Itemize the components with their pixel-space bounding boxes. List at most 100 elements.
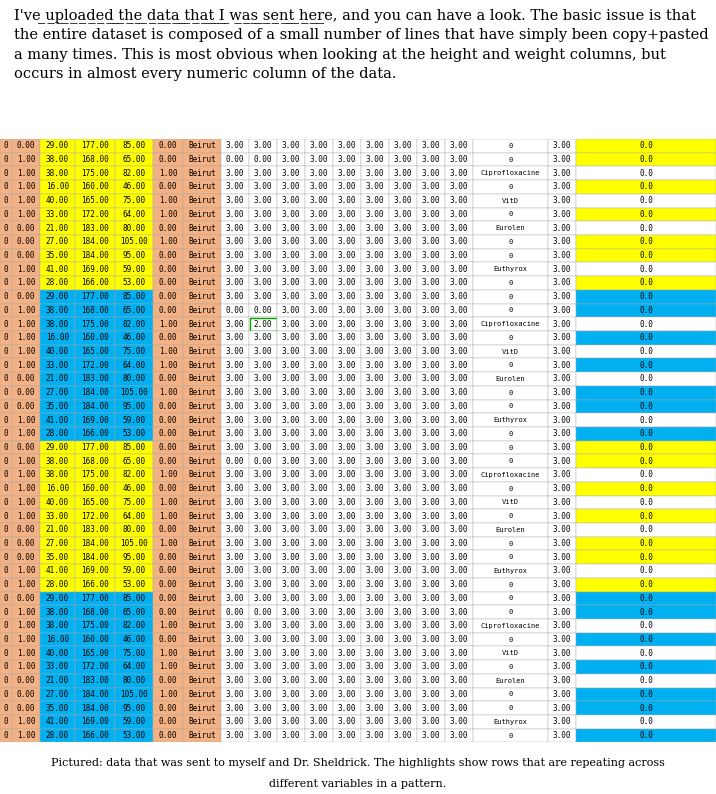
Text: 1.00: 1.00 xyxy=(16,320,35,329)
Text: 3.00: 3.00 xyxy=(226,566,244,576)
Bar xyxy=(473,427,548,441)
Bar xyxy=(576,413,716,427)
Text: 65.00: 65.00 xyxy=(122,306,145,315)
Text: 169.00: 169.00 xyxy=(81,264,109,274)
Bar xyxy=(277,194,305,207)
Text: 3.00: 3.00 xyxy=(366,607,384,617)
Bar xyxy=(576,537,716,550)
Text: 29.00: 29.00 xyxy=(46,141,69,150)
Bar xyxy=(75,152,115,167)
Bar xyxy=(389,222,417,235)
Text: 3.00: 3.00 xyxy=(338,484,357,493)
Text: 0.00: 0.00 xyxy=(159,580,178,589)
Text: 0: 0 xyxy=(4,607,9,617)
Bar xyxy=(12,605,40,619)
Text: 3.00: 3.00 xyxy=(450,155,468,164)
Text: 3.00: 3.00 xyxy=(366,635,384,644)
Text: 0.00: 0.00 xyxy=(16,526,35,534)
Bar xyxy=(361,318,389,331)
Bar xyxy=(221,441,249,454)
Text: 3.00: 3.00 xyxy=(338,511,357,521)
Text: 3.00: 3.00 xyxy=(226,360,244,370)
Text: 3.00: 3.00 xyxy=(394,649,412,657)
Bar xyxy=(40,180,75,194)
Bar xyxy=(115,194,153,207)
Bar xyxy=(548,345,576,358)
Bar xyxy=(153,262,183,276)
Text: 0: 0 xyxy=(4,594,9,603)
Text: 3.00: 3.00 xyxy=(338,471,357,480)
Text: 3.00: 3.00 xyxy=(450,622,468,630)
Text: 0.00: 0.00 xyxy=(159,306,178,315)
Text: 0: 0 xyxy=(508,252,513,259)
Bar xyxy=(548,619,576,633)
Text: 0.0: 0.0 xyxy=(639,594,653,603)
Bar xyxy=(548,564,576,578)
Text: 0.0: 0.0 xyxy=(639,498,653,507)
Text: 0.00: 0.00 xyxy=(159,141,178,150)
Bar xyxy=(153,427,183,441)
Text: 1.00: 1.00 xyxy=(159,690,178,699)
Bar xyxy=(417,537,445,550)
Bar xyxy=(305,194,333,207)
Bar xyxy=(183,262,221,276)
Text: 65.00: 65.00 xyxy=(122,607,145,617)
Bar xyxy=(75,180,115,194)
Text: 3.00: 3.00 xyxy=(226,703,244,712)
Text: 35.00: 35.00 xyxy=(46,402,69,410)
Text: Beirut: Beirut xyxy=(188,635,216,644)
Text: 3.00: 3.00 xyxy=(366,320,384,329)
Bar xyxy=(277,235,305,249)
Bar xyxy=(12,427,40,441)
Bar xyxy=(249,167,277,180)
Bar xyxy=(12,537,40,550)
Bar xyxy=(445,303,473,318)
Text: 166.00: 166.00 xyxy=(81,580,109,589)
Text: 177.00: 177.00 xyxy=(81,292,109,301)
Text: 3.00: 3.00 xyxy=(310,375,328,384)
Text: 0: 0 xyxy=(4,731,9,740)
Bar xyxy=(576,550,716,564)
Text: 3.00: 3.00 xyxy=(553,360,571,370)
Text: 0.00: 0.00 xyxy=(159,279,178,287)
Bar xyxy=(0,331,12,345)
Text: 3.00: 3.00 xyxy=(366,402,384,410)
Text: 80.00: 80.00 xyxy=(122,224,145,233)
Bar xyxy=(333,194,361,207)
Bar xyxy=(249,249,277,262)
Text: 0.0: 0.0 xyxy=(639,224,653,233)
Text: 3.00: 3.00 xyxy=(553,539,571,548)
Text: 3.00: 3.00 xyxy=(338,292,357,301)
Bar xyxy=(183,386,221,399)
Bar xyxy=(333,152,361,167)
Text: 0.0: 0.0 xyxy=(639,676,653,685)
Bar xyxy=(153,194,183,207)
Text: Beirut: Beirut xyxy=(188,196,216,205)
Text: 3.00: 3.00 xyxy=(553,676,571,685)
Text: 0.00: 0.00 xyxy=(253,457,272,466)
Bar xyxy=(12,454,40,468)
Text: 169.00: 169.00 xyxy=(81,415,109,425)
Text: 3.00: 3.00 xyxy=(450,498,468,507)
Text: 3.00: 3.00 xyxy=(253,333,272,342)
Text: 3.00: 3.00 xyxy=(422,566,440,576)
Bar xyxy=(221,399,249,413)
Text: 3.00: 3.00 xyxy=(253,141,272,150)
Text: 0.0: 0.0 xyxy=(639,690,653,699)
Bar xyxy=(75,509,115,523)
Text: 0.00: 0.00 xyxy=(159,402,178,410)
Text: 0: 0 xyxy=(4,375,9,384)
Bar xyxy=(417,592,445,605)
Text: 0.00: 0.00 xyxy=(159,566,178,576)
Text: 0: 0 xyxy=(508,211,513,218)
Bar xyxy=(115,468,153,482)
Text: 3.00: 3.00 xyxy=(310,553,328,561)
Text: 3.00: 3.00 xyxy=(226,320,244,329)
Text: 3.00: 3.00 xyxy=(422,224,440,233)
Text: Beirut: Beirut xyxy=(188,224,216,233)
Text: 3.00: 3.00 xyxy=(553,717,571,727)
Text: 0: 0 xyxy=(508,541,513,546)
Text: 3.00: 3.00 xyxy=(338,580,357,589)
Text: 3.00: 3.00 xyxy=(450,196,468,205)
Bar xyxy=(417,152,445,167)
